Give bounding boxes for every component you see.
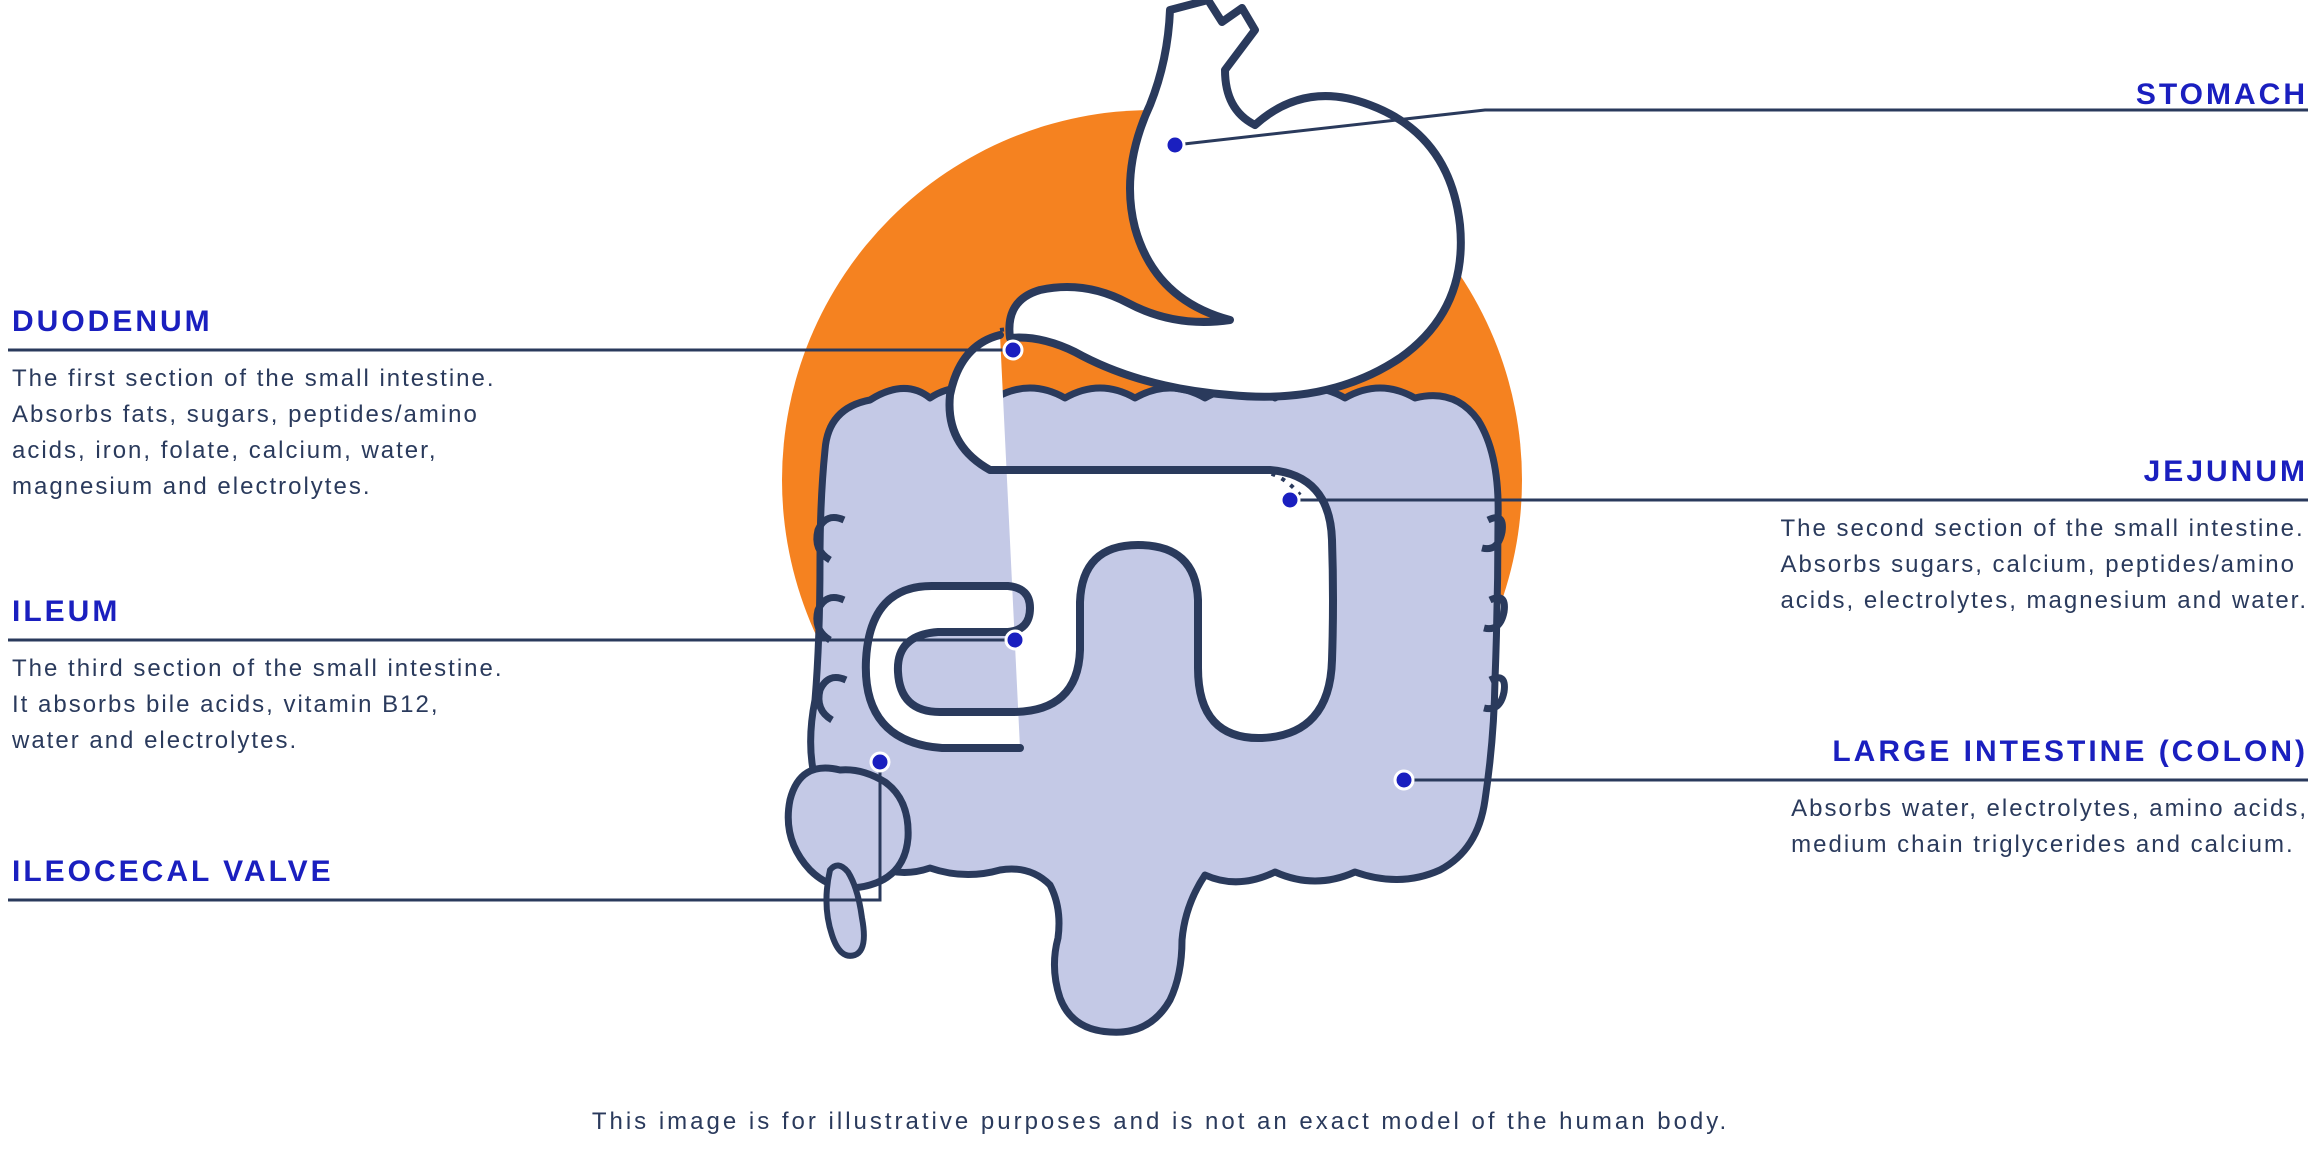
- label-large-intestine-title: LARGE INTESTINE (COLON): [1791, 735, 2308, 769]
- label-duodenum: DUODENUM The first section of the small …: [12, 305, 496, 505]
- label-ileum-title: ILEUM: [12, 595, 504, 629]
- label-stomach: STOMACH: [2136, 78, 2308, 112]
- label-ileum: ILEUM The third section of the small int…: [12, 595, 504, 759]
- label-ileocecal-title: ILEOCECAL VALVE: [12, 855, 334, 889]
- label-duodenum-title: DUODENUM: [12, 305, 496, 339]
- stomach-shape: [1009, 0, 1460, 397]
- label-jejunum: JEJUNUM The second section of the small …: [1780, 455, 2308, 619]
- label-large-intestine: LARGE INTESTINE (COLON) Absorbs water, e…: [1791, 735, 2308, 863]
- accent-circle: [782, 110, 1522, 850]
- large-intestine-shape: [788, 388, 1504, 1032]
- label-large-intestine-desc: Absorbs water, electrolytes, amino acids…: [1791, 791, 2308, 863]
- label-duodenum-desc: The first section of the small intestine…: [12, 361, 496, 505]
- disclaimer-caption: This image is for illustrative purposes …: [0, 1108, 2321, 1136]
- digestive-system-infographic: STOMACH DUODENUM The first section of th…: [0, 0, 2321, 1169]
- leader-markers: [871, 136, 1413, 789]
- leader-stomach: [1175, 110, 2308, 145]
- label-ileum-desc: The third section of the small intestine…: [12, 651, 504, 759]
- label-stomach-title: STOMACH: [2136, 78, 2308, 112]
- small-intestine-shape: [866, 329, 1333, 748]
- label-jejunum-title: JEJUNUM: [1780, 455, 2308, 489]
- label-ileocecal: ILEOCECAL VALVE: [12, 855, 334, 889]
- label-jejunum-desc: The second section of the small intestin…: [1780, 511, 2308, 619]
